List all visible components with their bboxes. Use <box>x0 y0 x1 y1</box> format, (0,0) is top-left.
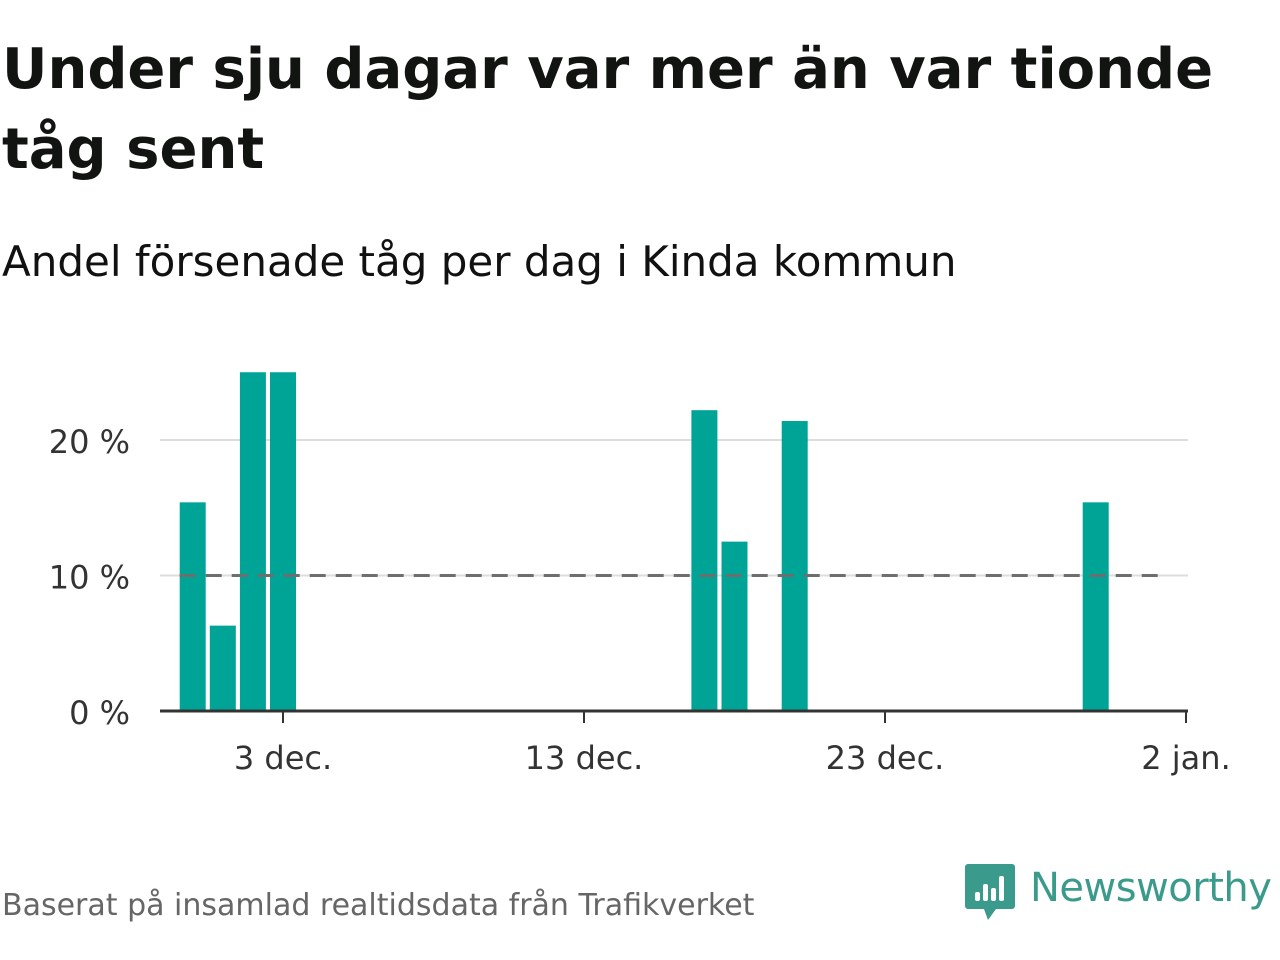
bar-2023-12-03 <box>270 372 296 711</box>
y-tick-label: 10 % <box>49 559 130 597</box>
bars <box>179 372 1109 711</box>
bar-2023-12-01 <box>209 625 236 711</box>
bar-chart: 0 % 10 % 20 % 3 dec. 13 dec. 23 dec. 2 jan. <box>49 372 1231 777</box>
axes: 0 % 10 % 20 % 3 dec. 13 dec. 23 dec. 2 jan. <box>49 423 1231 777</box>
brand-name: Newsworthy <box>1030 865 1272 911</box>
x-tick-label: 3 dec. <box>234 739 332 777</box>
x-tick-label: 13 dec. <box>525 739 644 777</box>
source-note: Baserat på insamlad realtidsdata från Tr… <box>2 888 755 923</box>
bar-2023-12-02 <box>239 372 266 711</box>
bar-2023-12-20 <box>781 421 808 711</box>
y-tick-label: 0 % <box>69 694 130 732</box>
newsworthy-logo-icon <box>965 864 1015 920</box>
chart-title: Under sju dagar var mer än var tionde tå… <box>2 37 1214 182</box>
bar-2023-12-30 <box>1082 502 1109 711</box>
y-tick-label: 20 % <box>49 423 130 461</box>
bar-2023-12-18 <box>721 541 748 711</box>
x-tick-label: 2 jan. <box>1141 739 1230 777</box>
x-tick-label: 23 dec. <box>826 739 945 777</box>
gridlines <box>160 439 1188 577</box>
bar-2023-12-17 <box>691 410 718 711</box>
brand-logo[interactable]: Newsworthy <box>964 862 1272 926</box>
bar-2023-11-30 <box>179 502 206 711</box>
chart-subtitle: Andel försenade tåg per dag i Kinda komm… <box>2 237 957 286</box>
